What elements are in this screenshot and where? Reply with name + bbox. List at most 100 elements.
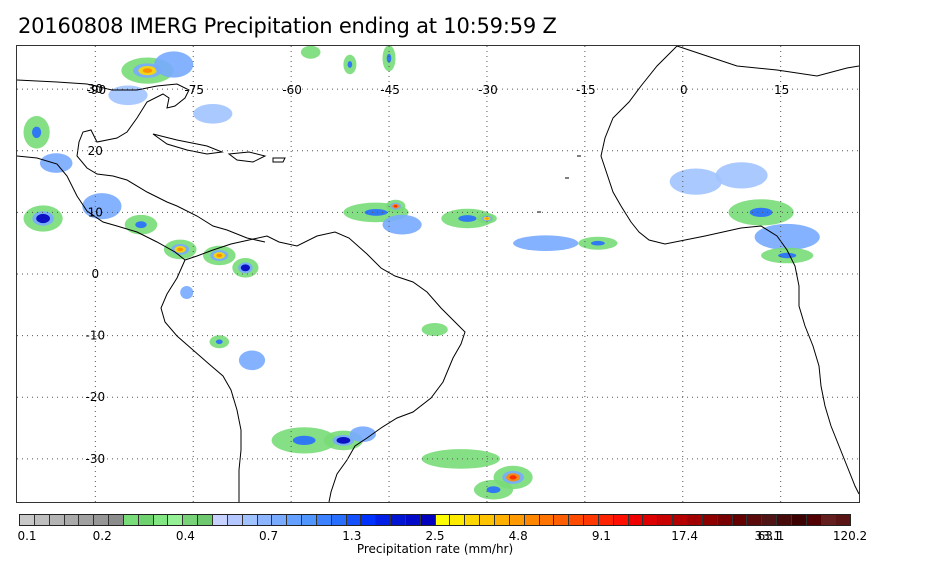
colorbar-swatch <box>34 515 50 525</box>
longitude-label: -45 <box>380 83 400 97</box>
colorbar-tick-label: 120.2 <box>832 529 868 543</box>
colorbar-tick-label: 4.8 <box>508 529 528 543</box>
colorbar-swatch <box>153 515 169 525</box>
colorbar-swatch <box>227 515 243 525</box>
colorbar-swatch <box>168 515 184 525</box>
colorbar-swatch <box>64 515 80 525</box>
colorbar-swatch <box>198 515 213 525</box>
colorbar-swatch <box>762 515 778 525</box>
colorbar-swatch <box>495 515 510 525</box>
colorbar-swatch <box>405 515 421 525</box>
longitude-label: 0 <box>680 83 688 97</box>
longitude-label: -90 <box>87 83 107 97</box>
colorbar-swatch <box>435 515 451 525</box>
colorbar-swatch <box>420 515 436 525</box>
latitude-label: 30 <box>88 82 103 96</box>
precip-cell <box>778 252 797 259</box>
coastline-hispaniola <box>227 151 267 163</box>
colorbar-swatch <box>183 515 199 525</box>
longitude-label: -30 <box>478 83 498 97</box>
precip-cell <box>347 61 353 68</box>
colorbar-tick-label: 33.1 <box>754 529 782 543</box>
graticule <box>17 46 859 502</box>
precipitation-map: -90 -75 -60 -45 -30 -15 0 15 30 20 10 0 -10 -20 -30 <box>17 46 859 502</box>
colorbar-swatch <box>613 515 629 525</box>
latitude-label: -20 <box>86 390 106 404</box>
precip-cell <box>486 486 501 494</box>
longitude-label: -60 <box>282 83 302 97</box>
precip-cell <box>349 426 376 443</box>
latitude-label: -30 <box>86 452 106 466</box>
longitude-label: -15 <box>576 83 596 97</box>
precip-cell <box>669 168 722 195</box>
precip-cell <box>364 209 388 216</box>
latitude-label: -10 <box>86 329 106 343</box>
colorbar-tick-label: 63.1 <box>757 529 785 543</box>
precip-cell <box>300 46 321 59</box>
map-title: 20160808 IMERG Precipitation ending at 1… <box>18 14 557 38</box>
coastline-north-america <box>17 79 266 243</box>
colorbar-swatch <box>791 515 807 525</box>
colorbar-swatch <box>465 515 481 525</box>
colorbar-swatch <box>94 515 110 525</box>
precip-cell <box>32 126 42 138</box>
precip-cell <box>715 162 768 189</box>
colorbar-swatch <box>658 515 674 525</box>
colorbar <box>19 514 851 526</box>
graticule-labels: -90 -75 -60 -45 -30 -15 0 15 30 20 10 0 -10 -20 -30 <box>86 82 790 466</box>
coastline-south-america <box>184 231 466 502</box>
colorbar-swatch <box>628 515 644 525</box>
colorbar-ticks: 0.1 0.2 0.4 0.7 1.3 2.5 4.8 9.1 17.4 33.1 63.1 120.… <box>0 529 944 545</box>
colorbar-swatch <box>316 515 332 525</box>
colorbar-tick-label: 0.1 <box>17 529 37 543</box>
coastline-islands <box>537 155 581 213</box>
map-panel: -90 -75 -60 -45 -30 -15 0 15 30 20 10 0 -10 -20 -30 <box>16 45 860 503</box>
colorbar-swatch <box>702 515 718 525</box>
colorbar-tick-label: 1.3 <box>342 529 362 543</box>
colorbar-swatch <box>346 515 362 525</box>
precip-cell <box>180 286 194 299</box>
colorbar-swatch <box>361 515 377 525</box>
precip-cell <box>421 323 448 336</box>
precip-cell <box>215 339 223 345</box>
precip-cell <box>238 350 266 371</box>
colorbar-swatch <box>732 515 748 525</box>
coastline-cuba <box>152 133 224 155</box>
colorbar-swatch <box>643 515 659 525</box>
precip-cell <box>240 264 250 272</box>
colorbar-swatch <box>138 515 154 525</box>
precip-cell <box>193 104 233 124</box>
longitude-label: 15 <box>774 83 789 97</box>
precip-cell <box>154 51 194 78</box>
latitude-label: 0 <box>92 267 100 281</box>
colorbar-swatch <box>717 515 733 525</box>
colorbar-tick-label: 9.1 <box>591 529 611 543</box>
colorbar-swatch <box>49 515 65 525</box>
colorbar-swatch <box>821 515 837 525</box>
precip-cell <box>509 475 517 480</box>
precip-cell <box>421 449 500 469</box>
colorbar-swatch <box>539 515 555 525</box>
precip-cell <box>135 221 147 229</box>
colorbar-swatch <box>584 515 599 525</box>
coastline-africa <box>600 46 859 495</box>
precip-cell <box>382 214 422 235</box>
precip-cell <box>591 240 605 246</box>
colorbar-swatch <box>450 515 466 525</box>
colorbar-swatch <box>747 515 763 525</box>
colorbar-swatch <box>806 515 822 525</box>
colorbar-swatch <box>509 515 525 525</box>
precip-cell <box>292 435 316 445</box>
precip-cell <box>386 53 392 63</box>
colorbar-swatch <box>673 515 688 525</box>
precip-cell <box>39 153 73 173</box>
colorbar-swatch <box>836 515 851 525</box>
coastline-africa-north <box>676 46 859 77</box>
latitude-label: 10 <box>88 205 103 219</box>
precip-cell <box>513 235 579 251</box>
colorbar-swatch <box>302 515 317 525</box>
colorbar-swatch <box>20 515 35 525</box>
longitude-label: -75 <box>184 83 204 97</box>
precip-cell <box>754 223 820 251</box>
precip-cell <box>393 205 398 208</box>
